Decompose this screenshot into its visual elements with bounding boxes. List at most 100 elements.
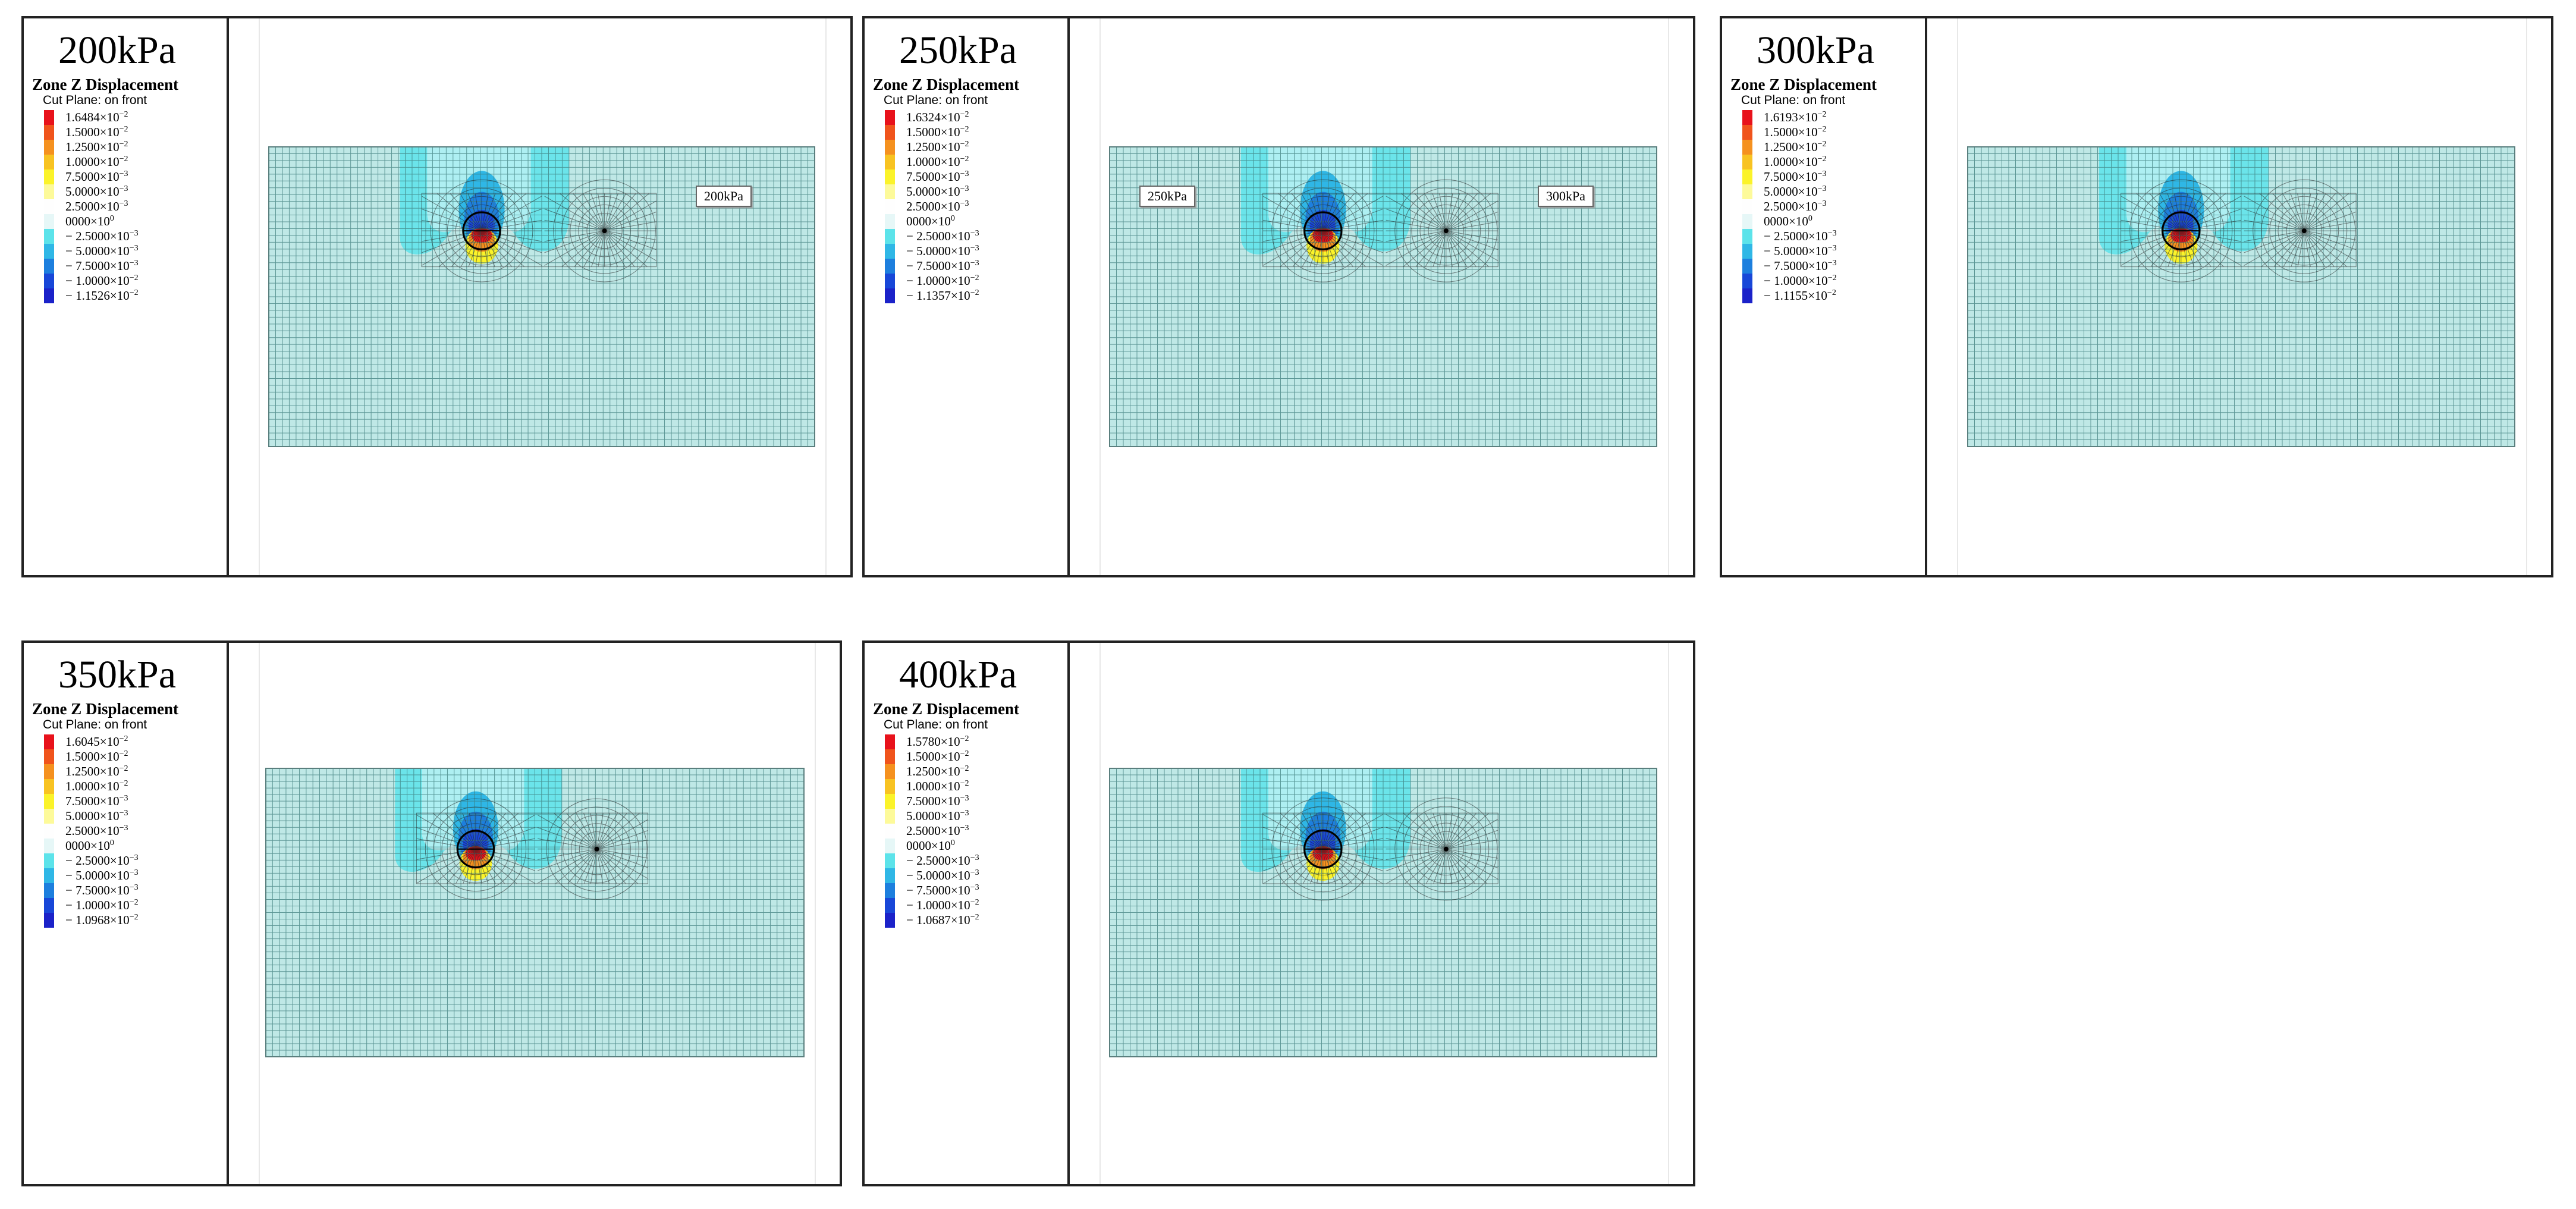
legend-subtitle: Cut Plane: on front (884, 93, 988, 107)
legend-mantissa: 2.5000 (1764, 199, 1798, 213)
legend-exponent: −3 (960, 809, 969, 818)
legend-times-ten: ×10 (99, 794, 120, 808)
legend-mantissa: − 7.5000 (65, 883, 110, 897)
legend-exponent: −2 (119, 110, 128, 119)
legend-label: − 5.0000×10−3 (65, 244, 139, 258)
legend-label: − 7.5000×10−3 (906, 259, 979, 273)
legend-label: − 2.5000×10−3 (906, 854, 979, 868)
legend-times-ten: ×10 (1798, 184, 1818, 199)
legend-exponent: −3 (129, 259, 139, 268)
legend-exponent: −2 (960, 125, 969, 134)
legend-times-ten: ×10 (950, 853, 970, 868)
legend-label: − 7.5000×10−3 (65, 259, 139, 273)
legend-mantissa: 5.0000 (1764, 184, 1798, 199)
legend-label: − 1.0000×10−2 (906, 274, 979, 288)
legend-panel: 350kPa Zone Z Displacement Cut Plane: on f… (24, 643, 229, 1184)
legend-swatch (44, 853, 54, 868)
legend-mantissa: − 1.0000 (65, 274, 110, 288)
legend-exponent: −2 (119, 125, 128, 134)
legend-label: − 2.5000×10−3 (65, 854, 139, 868)
legend-swatch (885, 169, 895, 184)
panel-title: 400kPa (899, 653, 1017, 696)
legend-times-ten: ×10 (1808, 259, 1828, 273)
legend-mantissa: 5.0000 (65, 184, 100, 199)
legend-mantissa: 2.5000 (906, 824, 941, 838)
legend-times-ten: ×10 (109, 898, 130, 912)
legend-times-ten: ×10 (99, 110, 120, 124)
legend-mantissa: 7.5000 (906, 169, 941, 184)
legend-swatch (1742, 169, 1752, 184)
legend-swatch (885, 734, 895, 749)
legend-swatch (44, 214, 54, 229)
legend-exponent: −2 (960, 764, 969, 773)
legend-times-ten: ×10 (940, 184, 960, 199)
legend-swatch (44, 779, 54, 794)
legend-mantissa: 0000 (65, 839, 90, 853)
legend-exponent: −2 (1827, 288, 1836, 297)
legend-exponent: 0 (950, 214, 955, 223)
legend-exponent: −2 (119, 779, 128, 788)
legend-times-ten: ×10 (99, 749, 120, 764)
legend-swatch (885, 214, 895, 229)
legend-mantissa: − 5.0000 (906, 868, 951, 883)
legend-panel: 300kPa Zone Z Displacement Cut Plane: on f… (1722, 18, 1927, 575)
legend-exponent: −2 (129, 274, 139, 282)
model-viewport (229, 643, 840, 1184)
legend-swatch (1742, 288, 1752, 303)
legend-times-ten: ×10 (1798, 169, 1818, 184)
legend-times-ten: ×10 (99, 169, 120, 184)
legend-swatch (44, 913, 54, 928)
legend-swatch (44, 110, 54, 125)
legend-label: − 1.0968×10−2 (65, 913, 139, 927)
legend-mantissa: − 1.0000 (906, 274, 951, 288)
legend-label: − 7.5000×10−3 (65, 884, 139, 897)
legend-label: 1.2500×10−2 (1764, 140, 1827, 154)
legend-times-ten: ×10 (109, 288, 130, 303)
legend-mantissa: − 1.0000 (65, 898, 110, 912)
legend-panel: 250kPa Zone Z Displacement Cut Plane: on f… (865, 18, 1070, 575)
legend-label: 5.0000×10−3 (65, 185, 128, 199)
legend-swatch (1742, 184, 1752, 199)
legend-times-ten: ×10 (99, 199, 120, 213)
refined-mesh-zone (1262, 797, 1499, 901)
legend-swatch (885, 288, 895, 303)
legend-mantissa: 1.6484 (65, 110, 100, 124)
legend-label: 1.0000×10−2 (1764, 155, 1827, 169)
legend-exponent: −3 (129, 229, 139, 238)
legend-times-ten: ×10 (109, 274, 130, 288)
legend-exponent: −3 (119, 169, 128, 178)
legend-exponent: −3 (970, 229, 979, 238)
legend-exponent: −3 (970, 883, 979, 892)
legend-exponent: −3 (1827, 244, 1837, 253)
model-viewport (1927, 18, 2551, 575)
legend-swatch (44, 184, 54, 199)
legend-mantissa: 0000 (65, 214, 90, 228)
legend-mantissa: − 2.5000 (65, 853, 110, 868)
legend-exponent: −3 (1827, 259, 1837, 268)
legend-mantissa: 7.5000 (65, 169, 100, 184)
legend-exponent: −2 (1817, 155, 1827, 164)
second-tunnel-center (2301, 228, 2307, 234)
legend-label: 1.0000×10−2 (906, 155, 969, 169)
legend-times-ten: ×10 (99, 824, 120, 838)
legend-label: − 5.0000×10−3 (1764, 244, 1837, 258)
legend-exponent: −2 (119, 749, 128, 758)
legend-times-ten: ×10 (99, 140, 120, 154)
legend-times-ten: ×10 (1798, 125, 1818, 139)
legend-title: Zone Z Displacement (1730, 76, 1877, 93)
legend-exponent: −2 (960, 140, 969, 149)
legend-times-ten: ×10 (90, 214, 110, 228)
legend-exponent: −3 (960, 169, 969, 178)
legend-times-ten: ×10 (99, 155, 120, 169)
legend-mantissa: 5.0000 (65, 809, 100, 823)
legend-title: Zone Z Displacement (32, 700, 178, 718)
legend-label: − 1.0000×10−2 (906, 899, 979, 912)
legend-times-ten: ×10 (940, 110, 960, 124)
mesh-model (265, 768, 805, 1057)
legend-panel: 200kPa Zone Z Displacement Cut Plane: on f… (24, 18, 229, 575)
legend-label: 1.0000×10−2 (906, 780, 969, 793)
legend-mantissa: 7.5000 (906, 794, 941, 808)
legend-label: 5.0000×10−3 (906, 809, 969, 823)
legend-swatch (44, 229, 54, 244)
legend-times-ten: ×10 (931, 214, 951, 228)
